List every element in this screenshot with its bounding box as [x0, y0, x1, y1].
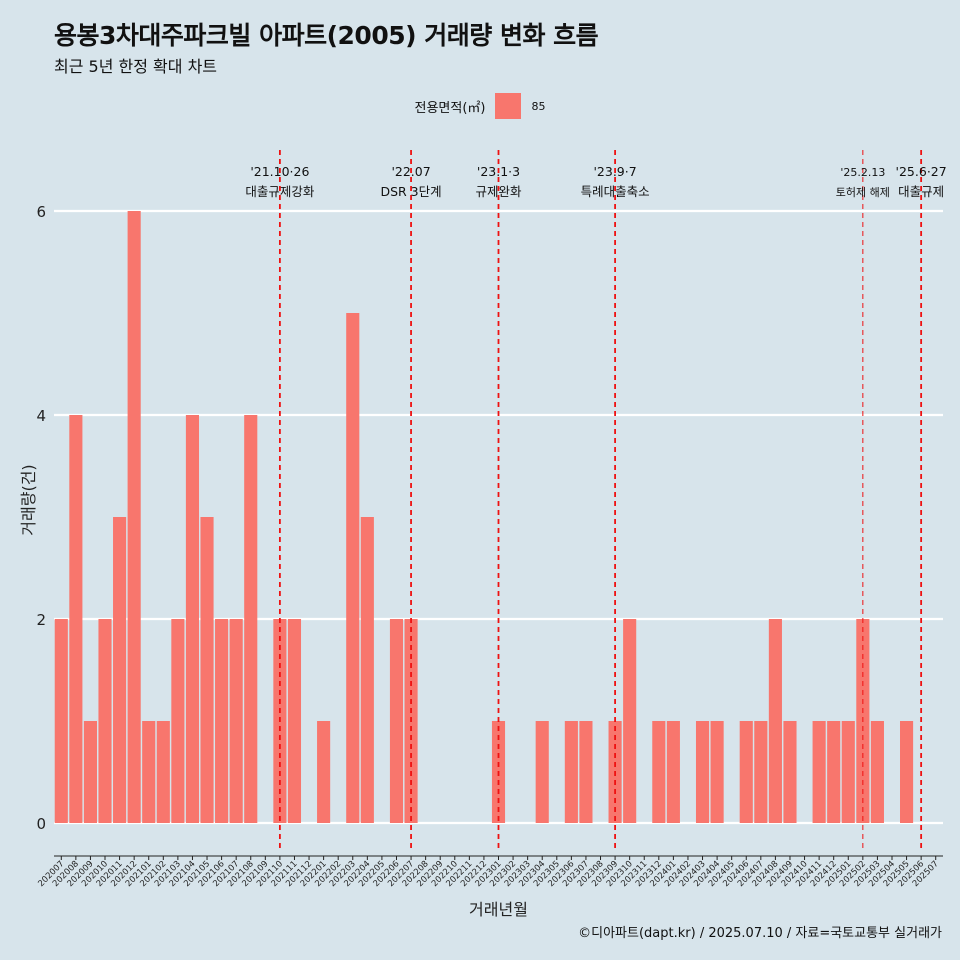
bar — [783, 721, 797, 823]
event-date-label: '23.1·3 — [477, 164, 520, 179]
y-tick-label: 2 — [36, 611, 46, 629]
bar — [579, 721, 593, 823]
bar — [900, 721, 914, 823]
bar — [623, 619, 637, 823]
bar — [710, 721, 724, 823]
event-date-label: '22.07 — [391, 164, 430, 179]
bar — [535, 721, 549, 823]
bar — [98, 619, 112, 823]
bar — [200, 517, 214, 823]
y-tick-label: 4 — [36, 407, 46, 425]
legend-title: 전용면적(㎡) — [414, 100, 486, 116]
event-date-label: '25.2.13 — [840, 166, 885, 179]
chart-title: 용봉3차대주파크빌 아파트(2005) 거래량 변화 흐름 — [54, 21, 599, 50]
bar — [360, 517, 374, 823]
bar — [229, 619, 243, 823]
bar — [54, 619, 68, 823]
event-name-label: 대출규제 — [898, 184, 944, 199]
event-date-label: '25.6·27 — [896, 164, 947, 179]
bar — [346, 313, 360, 823]
bar — [768, 619, 782, 823]
bar — [652, 721, 666, 823]
bar — [244, 415, 258, 823]
bar — [812, 721, 826, 823]
event-date-label: '23.9·7 — [593, 164, 636, 179]
bar — [142, 721, 156, 823]
bar — [113, 517, 127, 823]
bar — [127, 211, 141, 823]
event-date-label: '21.10·26 — [250, 164, 309, 179]
bar — [185, 415, 200, 823]
bar — [69, 415, 83, 823]
legend: 전용면적(㎡) 85 — [0, 93, 960, 119]
legend-swatch — [495, 93, 522, 119]
bar — [564, 721, 578, 823]
y-tick-label: 6 — [36, 203, 46, 221]
bar — [389, 619, 404, 823]
bar — [870, 721, 884, 823]
y-tick-label: 0 — [36, 815, 46, 833]
bar — [754, 721, 768, 823]
bar — [666, 721, 680, 823]
event-name-label: 대출규제강화 — [245, 184, 315, 199]
bar — [739, 721, 753, 823]
bar — [83, 721, 97, 823]
legend-label: 85 — [531, 99, 546, 113]
event-name-label: 토허제 해제 — [836, 185, 890, 199]
bar — [171, 619, 185, 823]
bar — [695, 721, 710, 823]
event-name-label: 특례대출축소 — [581, 184, 650, 199]
bar — [317, 721, 331, 823]
event-name-label: 규제완화 — [475, 184, 522, 199]
bar — [827, 721, 841, 823]
bar — [156, 721, 170, 823]
bar — [215, 619, 229, 823]
chart-subtitle: 최근 5년 한정 확대 차트 — [54, 57, 218, 76]
event-name-label: DSR 3단계 — [380, 184, 441, 199]
y-axis-title: 거래량(건) — [19, 464, 38, 535]
bar — [287, 619, 302, 823]
x-axis-title: 거래년월 — [469, 900, 528, 919]
bar — [841, 721, 855, 823]
source-caption: ©디아파트(dapt.kr) / 2025.07.10 / 자료=국토교통부 실… — [578, 926, 942, 941]
